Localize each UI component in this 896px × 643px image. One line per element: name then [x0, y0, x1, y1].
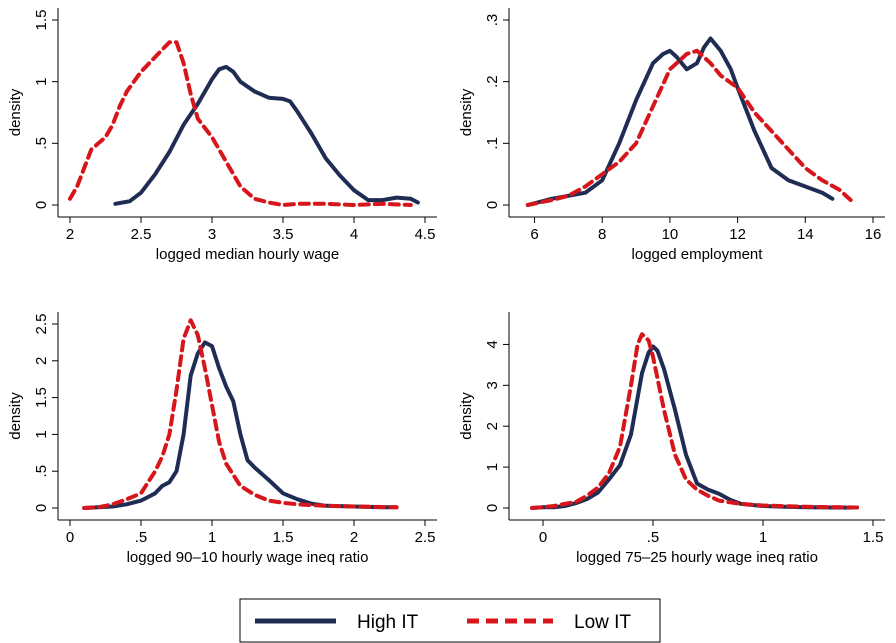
y-tick-label: 1: [33, 77, 50, 85]
x-axis-title: logged employment: [632, 246, 764, 263]
legend-label-high-it: High IT: [357, 612, 419, 633]
x-tick-label: 4: [350, 226, 358, 243]
y-tick-label: 2.5: [33, 314, 50, 335]
series-line-low-it: [525, 48, 855, 207]
y-axis-title: density: [458, 392, 475, 440]
chart-panel-2: 6 8 10 12 14 16 0 .1 .2 .3 logged employment densit…: [458, 8, 885, 263]
series-line-low-it: [68, 40, 413, 207]
x-tick-label: 3.5: [273, 226, 294, 243]
x-tick-label: 3: [208, 226, 216, 243]
x-tick-label: 12: [729, 226, 746, 243]
y-tick-label: .5: [33, 137, 50, 150]
x-tick-label: 6: [530, 226, 538, 243]
y-tick-label: 1: [484, 463, 501, 471]
x-tick-label: 1.5: [273, 529, 294, 546]
x-tick-label: 1: [208, 529, 216, 546]
x-tick-label: 4.5: [415, 226, 436, 243]
x-tick-label: 2.5: [415, 529, 436, 546]
y-tick-label: 1: [33, 430, 50, 438]
y-tick-label: .2: [484, 75, 501, 88]
y-tick-label: 4: [484, 340, 501, 348]
x-tick-label: 8: [598, 226, 606, 243]
chart-panel-4: 0 .5 1 1.5 0 1 2 3 4 logged 75–25 hourly wage ine…: [458, 312, 885, 566]
y-axis-title: density: [7, 88, 24, 136]
chart-panel-1: 2 2.5 3 3.5 4 4.5 0 .5 1 1.5 logged median hourly …: [7, 8, 437, 263]
series-line-high-it: [82, 340, 399, 510]
y-axis-title: density: [7, 392, 24, 440]
y-tick-label: 1.5: [33, 387, 50, 408]
y-tick-label: 0: [33, 504, 50, 512]
series-line-high-it: [525, 36, 835, 207]
x-tick-label: .5: [647, 529, 660, 546]
x-tick-label: 10: [662, 226, 679, 243]
x-axis-title: logged 90–10 hourly wage ineq ratio: [127, 549, 369, 566]
x-tick-label: 1: [759, 529, 767, 546]
y-tick-label: 0: [484, 504, 501, 512]
x-tick-label: 1.5: [863, 529, 884, 546]
x-axis-title: logged median hourly wage: [156, 246, 339, 263]
y-tick-label: .3: [484, 14, 501, 27]
x-tick-label: .5: [135, 529, 148, 546]
x-tick-label: 16: [865, 226, 882, 243]
series-line-low-it: [82, 318, 399, 510]
x-axis-title: logged 75–25 hourly wage ineq ratio: [576, 549, 818, 566]
x-tick-label: 0: [66, 529, 74, 546]
x-tick-label: 14: [797, 226, 814, 243]
y-tick-label: 1.5: [33, 10, 50, 31]
x-tick-label: 2: [66, 226, 74, 243]
x-tick-label: 0: [539, 529, 547, 546]
legend-label-low-it: Low IT: [574, 612, 631, 633]
y-tick-label: 0: [33, 201, 50, 209]
x-tick-label: 2: [350, 529, 358, 546]
legend: High IT Low IT: [239, 598, 661, 643]
series-line-high-it: [113, 64, 420, 206]
y-tick-label: 2: [33, 357, 50, 365]
y-tick-label: 2: [484, 422, 501, 430]
series-line-low-it: [530, 332, 864, 510]
y-tick-label: .5: [33, 465, 50, 478]
y-tick-label: .1: [484, 137, 501, 150]
y-tick-label: 3: [484, 381, 501, 389]
x-tick-label: 2.5: [131, 226, 152, 243]
y-tick-label: 0: [484, 201, 501, 209]
chart-panel-3: 0 .5 1 1.5 2 2.5 0 .5 1 1.5 2 2.5 logged 90–10 hourl…: [7, 312, 437, 566]
y-axis-title: density: [458, 88, 475, 136]
